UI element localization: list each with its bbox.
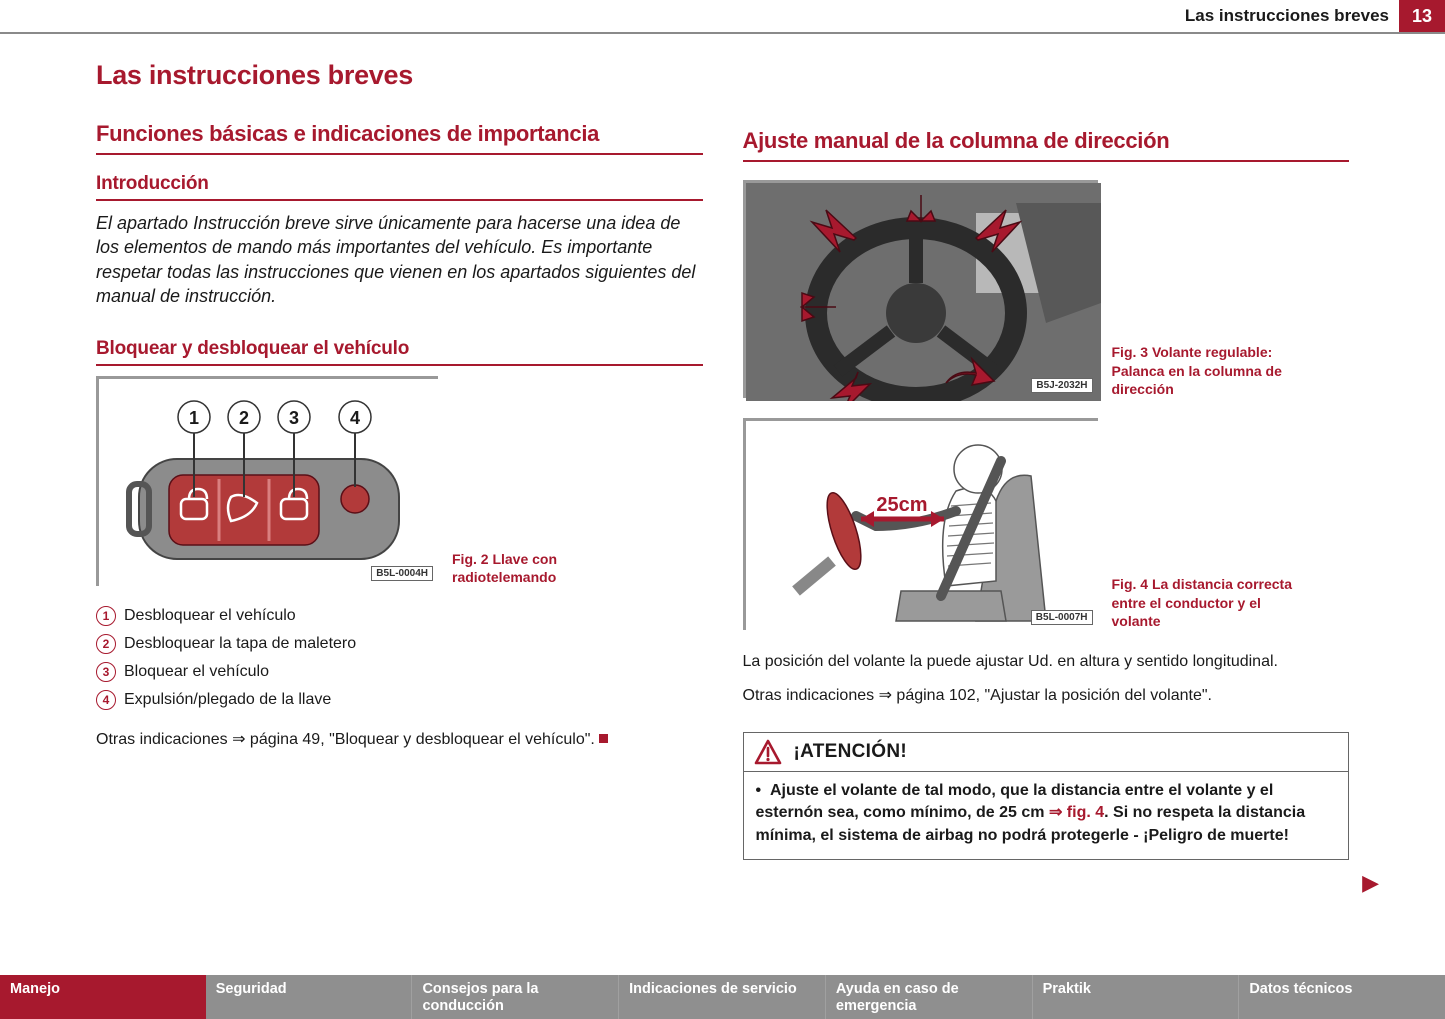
warning-icon (754, 739, 782, 765)
header-rule (0, 32, 1445, 34)
tab-praktik[interactable]: Praktik (1033, 975, 1240, 1019)
tab-consejos[interactable]: Consejos para la conducción (412, 975, 619, 1019)
callout-3: 3 (289, 408, 299, 428)
tab-ayuda[interactable]: Ayuda en caso de emergencia (826, 975, 1033, 1019)
tab-manejo[interactable]: Manejo (0, 975, 206, 1019)
list-item: 3 Bloquear el vehículo (96, 662, 703, 682)
circled-4: 4 (96, 690, 116, 710)
figure-4: 25cm B5L-0007H (743, 418, 1098, 630)
page-header: Las instrucciones breves 13 (1185, 0, 1445, 32)
key-function-list: 1 Desbloquear el vehículo 2 Desbloquear la… (96, 606, 703, 718)
list-item: 2 Desbloquear la tapa de maletero (96, 634, 703, 654)
warning-title: ¡ATENCIÓN! (794, 741, 907, 763)
circled-1: 1 (96, 606, 116, 626)
right-p1: La posición del volante la puede ajustar… (743, 650, 1350, 674)
key-item-2: Desbloquear la tapa de maletero (124, 635, 356, 653)
distance-illustration: 25cm (746, 421, 1101, 633)
intro-text: El apartado Instrucción breve sirve únic… (96, 211, 703, 308)
figure-4-row: 25cm B5L-0007H Fig. 4 La distancia corre… (743, 418, 1350, 630)
continue-arrow-icon: ▶ (1362, 870, 1379, 896)
circled-2: 2 (96, 634, 116, 654)
content-area: Las instrucciones breves Funciones básic… (96, 60, 1349, 860)
key-item-4: Expulsión/plegado de la llave (124, 691, 331, 709)
list-item: 1 Desbloquear el vehículo (96, 606, 703, 626)
warning-header: ¡ATENCIÓN! (744, 733, 1349, 772)
section-h2-right: Ajuste manual de la columna de dirección (743, 128, 1350, 162)
list-item: 4 Expulsión/plegado de la llave (96, 690, 703, 710)
section-h2-left: Funciones básicas e indicaciones de impo… (96, 121, 703, 155)
right-column: Ajuste manual de la columna de dirección (743, 60, 1350, 860)
distance-label: 25cm (876, 494, 927, 516)
figure-4-code: B5L-0007H (1031, 610, 1093, 625)
key-item-1: Desbloquear el vehículo (124, 607, 296, 625)
key-illustration: 1 2 3 4 (99, 379, 441, 589)
figure-3-code: B5J-2032H (1031, 378, 1092, 393)
end-square-icon (599, 734, 608, 743)
intro-heading: Introducción (96, 173, 703, 201)
callout-4: 4 (350, 408, 360, 428)
tab-indicaciones[interactable]: Indicaciones de servicio (619, 975, 826, 1019)
tab-seguridad[interactable]: Seguridad (206, 975, 413, 1019)
left-column: Las instrucciones breves Funciones básic… (96, 60, 703, 860)
callout-1: 1 (189, 408, 199, 428)
figure-2-caption: Fig. 2 Llave con radiotelemando (452, 550, 642, 586)
tab-datos[interactable]: Datos técnicos (1239, 975, 1445, 1019)
warning-box: ¡ATENCIÓN! • Ajuste el volante de tal mo… (743, 732, 1350, 860)
figure-3-row: B5J-2032H Fig. 3 Volante regulable: Pala… (743, 180, 1350, 398)
other-ref-left: Otras indicaciones ⇒ página 49, "Bloquea… (96, 728, 703, 752)
steering-illustration (746, 183, 1101, 401)
circled-3: 3 (96, 662, 116, 682)
bottom-tabs: Manejo Seguridad Consejos para la conduc… (0, 975, 1445, 1019)
warning-body: • Ajuste el volante de tal modo, que la … (744, 772, 1349, 859)
figure-4-caption: Fig. 4 La distancia correcta entre el co… (1112, 575, 1302, 630)
lock-heading: Bloquear y desbloquear el vehículo (96, 338, 703, 366)
header-section: Las instrucciones breves (1185, 6, 1399, 26)
figure-3: B5J-2032H (743, 180, 1098, 398)
page-number: 13 (1399, 0, 1445, 32)
callout-2: 2 (239, 408, 249, 428)
figure-2-code: B5L-0004H (371, 566, 433, 581)
figure-2-row: 1 2 3 4 (96, 376, 703, 586)
page-title: Las instrucciones breves (96, 60, 703, 91)
figure-3-caption: Fig. 3 Volante regulable: Palanca en la … (1112, 343, 1302, 398)
figure-2: 1 2 3 4 (96, 376, 438, 586)
right-p2: Otras indicaciones ⇒ página 102, "Ajusta… (743, 684, 1350, 708)
key-item-3: Bloquear el vehículo (124, 663, 269, 681)
